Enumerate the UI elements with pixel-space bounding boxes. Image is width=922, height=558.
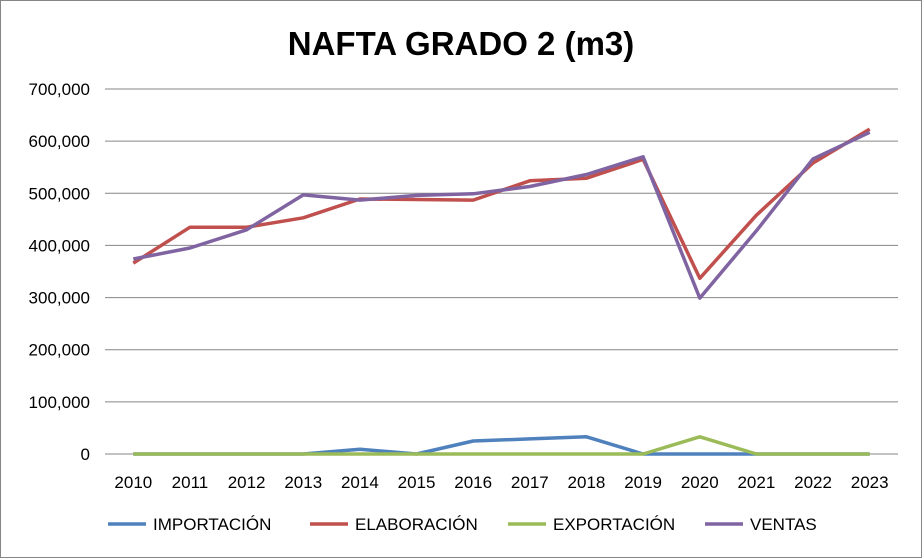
x-tick-label: 2021 [737,473,775,492]
y-tick-label: 600,000 [29,132,90,151]
legend-label: ELABORACIÓN [355,515,478,534]
series-line-ventas [132,130,871,300]
x-tick-label: 2019 [624,473,662,492]
x-tick-label: 2012 [228,473,266,492]
y-tick-label: 100,000 [29,393,90,412]
x-tick-label: 2018 [568,473,606,492]
legend-label: IMPORTACIÓN [153,515,271,534]
y-tick-label: 700,000 [29,80,90,99]
series-line-exportación [133,435,870,456]
x-tick-label: 2016 [454,473,492,492]
x-tick-label: 2010 [114,473,152,492]
x-tick-label: 2017 [511,473,549,492]
x-tick-label: 2023 [851,473,889,492]
y-tick-label: 300,000 [29,289,90,308]
legend-label: EXPORTACIÓN [553,515,675,534]
x-tick-label: 2015 [398,473,436,492]
legend-label: VENTAS [750,515,817,534]
y-tick-label: 0 [81,445,90,464]
x-tick-label: 2011 [172,473,209,492]
x-tick-label: 2020 [681,473,719,492]
y-tick-label: 500,000 [29,184,90,203]
series-line-importación [133,435,870,456]
chart-title: NAFTA GRADO 2 (m3) [288,25,635,62]
y-tick-label: 400,000 [29,236,90,255]
y-tick-label: 200,000 [29,341,90,360]
x-tick-label: 2013 [284,473,322,492]
x-tick-label: 2022 [794,473,832,492]
series-line-elaboración [132,127,871,281]
x-tick-label: 2014 [341,473,379,492]
